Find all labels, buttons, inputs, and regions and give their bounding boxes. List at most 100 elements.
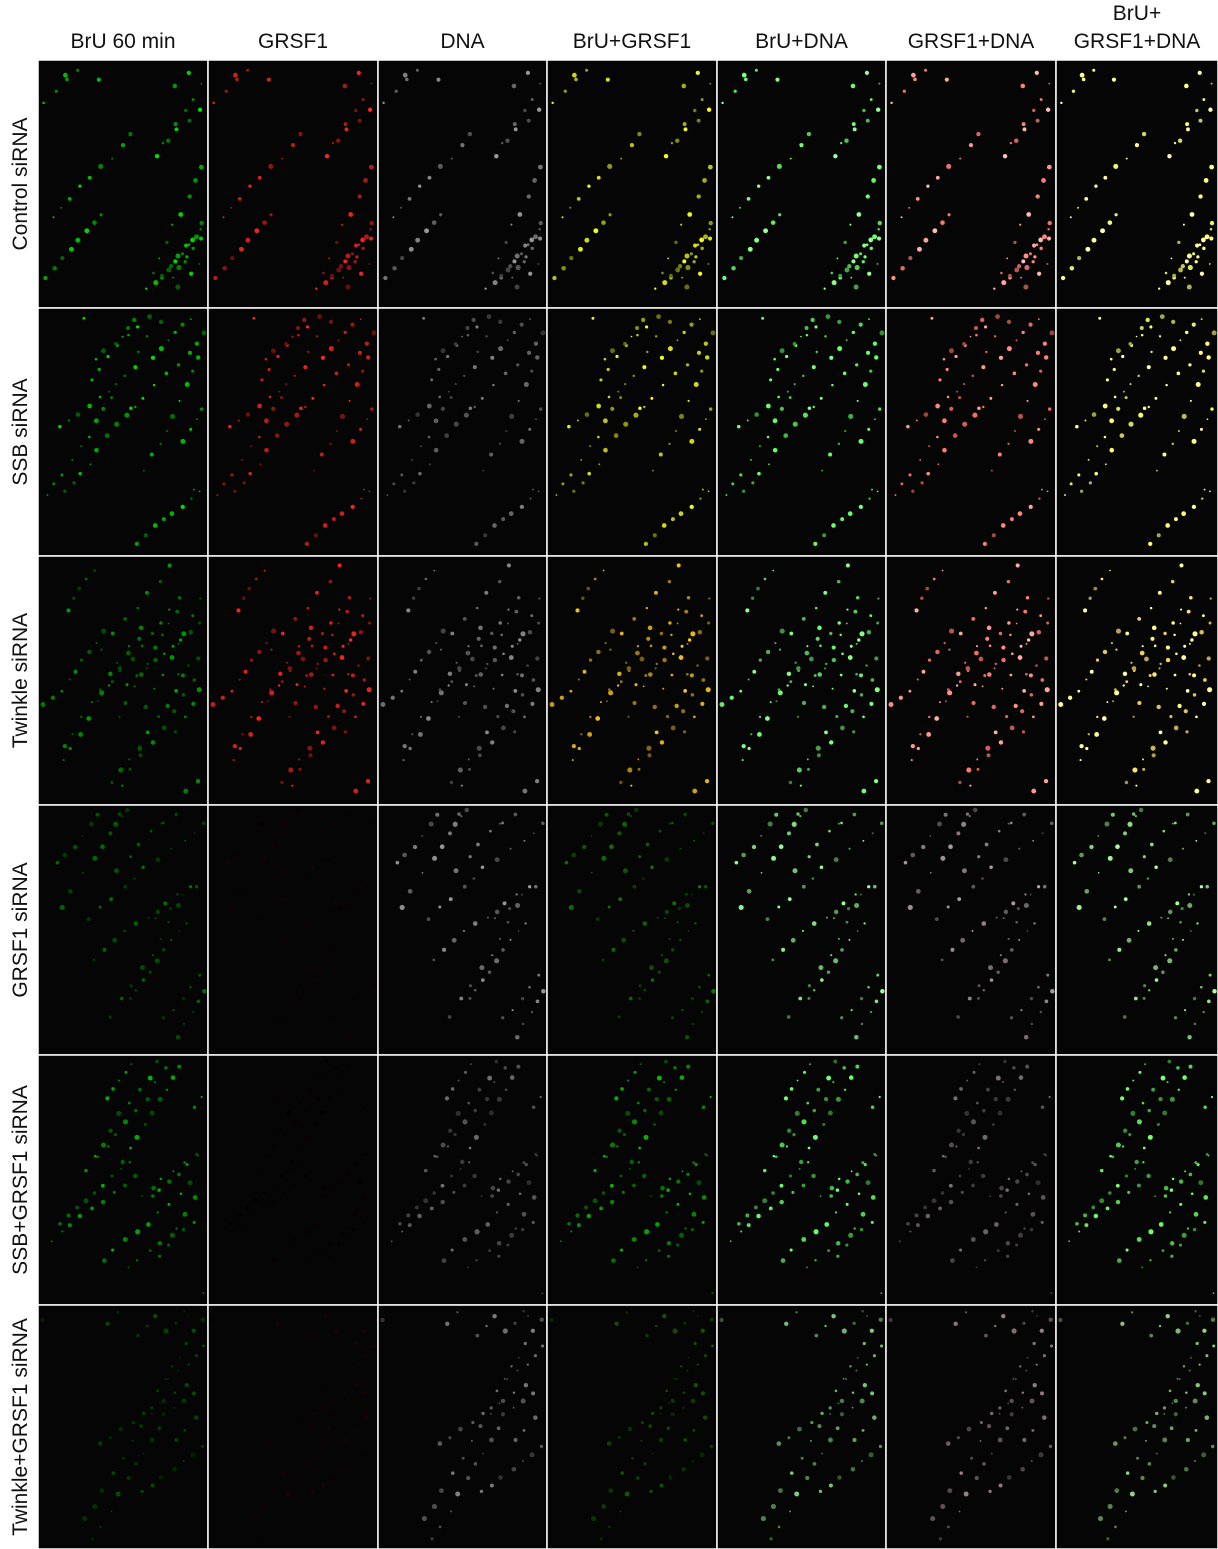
fluorescent-spot: [710, 330, 715, 335]
fluorescent-spot: [948, 648, 950, 650]
fluorescent-spot: [174, 1438, 178, 1442]
fluorescent-spot: [956, 1015, 960, 1019]
fluorescent-spot: [1015, 1243, 1018, 1246]
fluorescent-spot: [150, 1438, 155, 1443]
fluorescent-spot: [281, 1248, 284, 1251]
column-header-line: DNA: [440, 30, 484, 53]
fluorescent-spot: [1001, 523, 1006, 528]
fluorescent-spot: [754, 238, 759, 243]
fluorescent-spot: [1019, 224, 1021, 226]
fluorescent-spot: [478, 626, 483, 631]
fluorescent-spot: [841, 652, 844, 655]
fluorescent-spot: [1028, 323, 1032, 327]
fluorescent-spot: [879, 1096, 881, 1098]
fluorescent-spot: [707, 974, 710, 977]
fluorescent-spot: [751, 481, 754, 484]
fluorescent-spot: [351, 631, 356, 636]
fluorescent-spot: [851, 84, 856, 89]
fluorescent-spot: [452, 1191, 455, 1194]
fluorescent-spot: [629, 1160, 633, 1164]
fluorescent-spot: [1140, 651, 1145, 656]
image-panel: [886, 805, 1056, 1055]
fluorescent-spot: [959, 680, 962, 683]
fluorescent-spot: [926, 472, 930, 476]
fluorescent-spot: [420, 445, 422, 447]
fluorescent-spot: [175, 127, 179, 131]
fluorescent-spot: [825, 663, 827, 665]
fluorescent-spot: [899, 696, 903, 700]
fluorescent-spot: [793, 342, 797, 346]
fluorescent-spot: [682, 331, 685, 334]
fluorescent-spot: [605, 1156, 608, 1159]
fluorescent-spot: [498, 580, 502, 584]
fluorescent-spot: [813, 1135, 818, 1140]
fluorescent-spot: [958, 781, 961, 784]
fluorescent-spot: [460, 143, 464, 147]
fluorescent-spot: [934, 716, 939, 721]
fluorescent-spot: [342, 709, 346, 713]
fluorescent-spot: [391, 696, 395, 700]
fluorescent-spot: [593, 228, 598, 233]
fluorescent-spot: [862, 243, 866, 247]
fluorescent-spot: [1033, 1342, 1036, 1345]
fluorescent-spot: [357, 1180, 362, 1185]
fluorescent-spot: [524, 382, 529, 387]
fluorescent-spot: [1031, 789, 1036, 794]
fluorescent-spot: [1123, 672, 1127, 676]
fluorescent-spot: [466, 1476, 470, 1480]
fluorescent-spot: [976, 1102, 979, 1105]
fluorescent-spot: [1048, 407, 1051, 410]
fluorescent-spot: [304, 686, 306, 688]
fluorescent-spot: [89, 821, 94, 826]
fluorescent-spot: [230, 690, 233, 693]
fluorescent-spot: [236, 608, 240, 612]
fluorescent-spot: [472, 1174, 477, 1179]
fluorescent-spot: [288, 1080, 290, 1082]
fluorescent-spot: [68, 1223, 72, 1227]
fluorescent-spot: [369, 228, 372, 231]
fluorescent-spot: [476, 607, 478, 609]
fluorescent-spot: [1049, 330, 1054, 335]
fluorescent-spot: [126, 326, 130, 330]
fluorescent-spot: [519, 439, 524, 444]
fluorescent-spot: [108, 684, 110, 686]
fluorescent-spot: [1036, 351, 1040, 355]
fluorescent-spot: [1137, 701, 1141, 705]
fluorescent-spot: [641, 1421, 644, 1424]
fluorescent-spot: [311, 397, 314, 400]
fluorescent-spot: [661, 272, 664, 275]
fluorescent-spot: [398, 1222, 402, 1226]
fluorescent-spot: [181, 252, 184, 255]
fluorescent-spot: [311, 865, 315, 869]
fluorescent-spot: [719, 1318, 723, 1322]
fluorescent-spot: [575, 1213, 579, 1217]
fluorescent-spot: [329, 1402, 331, 1404]
fluorescent-spot: [1058, 1318, 1062, 1322]
fluorescent-spot: [817, 1424, 821, 1428]
fluorescent-spot: [1039, 614, 1042, 617]
fluorescent-spot: [415, 238, 420, 243]
fluorescent-spot: [271, 1200, 275, 1204]
fluorescent-spot: [602, 1191, 606, 1195]
fluorescent-spot: [836, 1255, 839, 1258]
fluorescent-spot: [711, 1344, 714, 1347]
fluorescent-spot: [432, 1191, 436, 1195]
fluorescent-spot: [1198, 194, 1202, 198]
fluorescent-spot: [686, 643, 688, 645]
fluorescent-spot: [361, 702, 365, 706]
fluorescent-spot: [121, 785, 123, 787]
image-panel: [38, 308, 208, 556]
fluorescent-spot: [787, 1436, 790, 1439]
fluorescent-spot: [647, 1088, 651, 1092]
fluorescent-spot: [670, 674, 673, 677]
fluorescent-spot: [299, 997, 302, 1000]
fluorescent-spot: [1148, 1135, 1153, 1140]
panel-background: [378, 1305, 547, 1549]
fluorescent-spot: [1198, 1180, 1203, 1185]
fluorescent-spot: [1195, 840, 1197, 842]
fluorescent-spot: [699, 498, 701, 500]
fluorescent-spot: [1177, 241, 1180, 244]
fluorescent-spot: [325, 958, 330, 963]
fluorescent-spot: [538, 490, 540, 492]
fluorescent-spot: [116, 1492, 121, 1497]
